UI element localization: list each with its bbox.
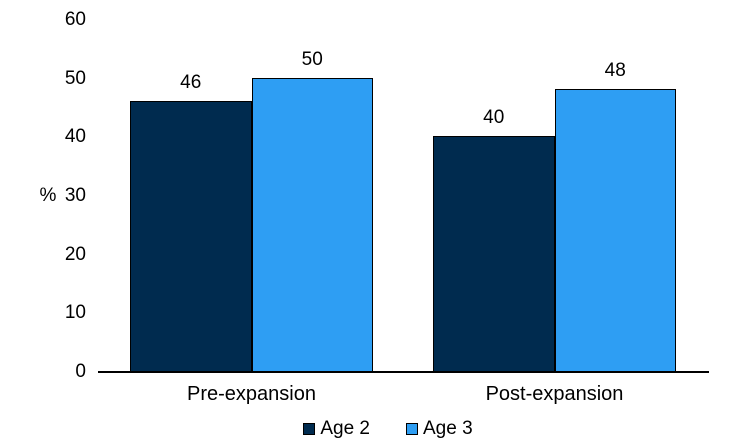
y-tick-label-30: 30 (64, 185, 86, 206)
legend-swatch-age-2 (303, 423, 316, 435)
value-label-age-3-pre-expansion: 50 (301, 48, 323, 70)
legend-label-age-3: Age 3 (423, 418, 473, 439)
y-tick-label-10: 10 (64, 302, 86, 324)
legend-swatch-age-3 (406, 423, 418, 435)
legend-label-age-2: Age 2 (320, 418, 370, 439)
legend: Age 2 Age 3 (13, 418, 750, 440)
x-axis-line (98, 371, 709, 373)
y-tick-label-60: 60 (64, 9, 86, 30)
x-category-label-post-expansion: Post-expansion (485, 383, 624, 405)
bar-age-3-post-expansion (554, 89, 676, 373)
value-label-age-2-pre-expansion: 46 (180, 72, 202, 94)
value-label-age-2-post-expansion: 40 (483, 107, 505, 129)
value-label-age-3-post-expansion: 48 (604, 60, 626, 82)
y-tick-label-20: 20 (64, 243, 86, 265)
bar-age-3-pre-expansion (251, 77, 373, 373)
bar-age-2-pre-expansion (130, 101, 252, 373)
y-tick-label-0: 0 (75, 361, 86, 382)
legend-item-age-3: Age 3 (406, 418, 473, 440)
y-axis-label: % (39, 185, 57, 206)
legend-item-age-2: Age 2 (303, 418, 370, 440)
x-category-label-pre-expansion: Pre-expansion (187, 383, 316, 405)
y-tick-label-40: 40 (64, 126, 86, 148)
bar-age-2-post-expansion (433, 136, 555, 373)
y-tick-label-50: 50 (64, 67, 86, 89)
